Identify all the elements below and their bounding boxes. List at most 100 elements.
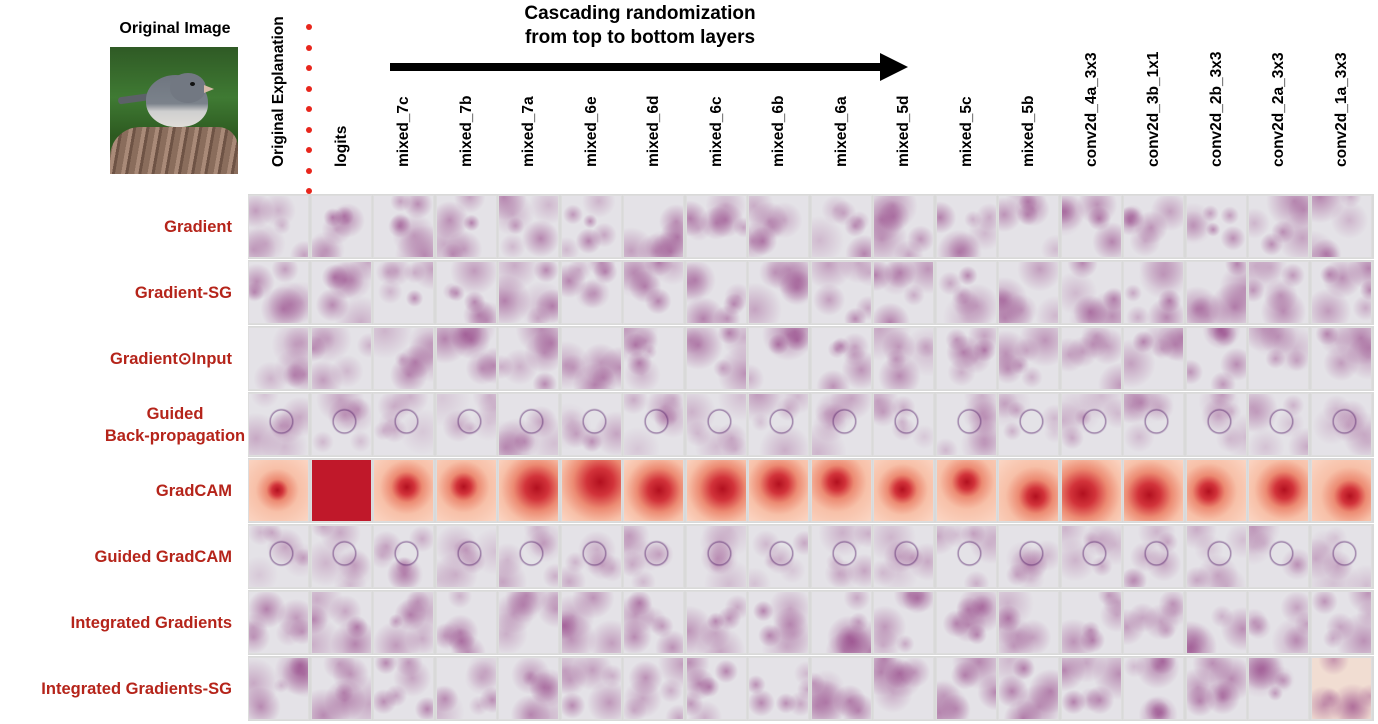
saliency-map-cell xyxy=(748,327,809,390)
saliency-map-cell xyxy=(373,393,434,456)
saliency-map-cell xyxy=(498,459,559,522)
saliency-map-cell xyxy=(1185,393,1247,456)
saliency-map-cell xyxy=(1123,459,1184,522)
saliency-map-cell xyxy=(1248,327,1309,390)
saliency-map-cell xyxy=(1060,459,1122,522)
column-header: mixed_7b xyxy=(436,0,498,185)
saliency-map-cell xyxy=(310,393,372,456)
row-label: Gradient⊙Input xyxy=(110,349,232,368)
saliency-map-cell xyxy=(1123,525,1184,588)
saliency-map-cell xyxy=(873,525,934,588)
saliency-map-cell xyxy=(1060,393,1122,456)
saliency-map-cell xyxy=(748,459,809,522)
red-dot xyxy=(306,126,312,133)
saliency-map-cell xyxy=(248,459,309,522)
arrow-title-line2: from top to bottom layers xyxy=(524,27,756,48)
saliency-map-cell xyxy=(498,657,559,720)
saliency-map-cell xyxy=(935,327,997,390)
saliency-map-cell xyxy=(1060,657,1122,720)
saliency-map-cell xyxy=(248,261,309,324)
column-header-label: Original Explanation xyxy=(270,16,287,167)
saliency-map-cell xyxy=(560,195,622,258)
red-dot xyxy=(306,167,312,174)
saliency-map-cell xyxy=(1185,195,1247,258)
saliency-map-cell xyxy=(498,591,559,654)
saliency-map-cell xyxy=(373,591,434,654)
saliency-map-cell xyxy=(373,459,434,522)
saliency-map-cell xyxy=(873,261,934,324)
saliency-map-cell xyxy=(748,195,809,258)
saliency-map-cell xyxy=(873,195,934,258)
saliency-map-cell xyxy=(685,261,747,324)
column-header-label: mixed_7b xyxy=(457,95,475,167)
saliency-map-cell xyxy=(685,393,747,456)
saliency-map-cell xyxy=(1185,459,1247,522)
saliency-map-cell xyxy=(935,657,997,720)
saliency-map-cell xyxy=(1060,261,1122,324)
row-label: Integrated Gradients xyxy=(70,613,232,632)
row-label: Gradient-SG xyxy=(134,283,232,302)
row-label: Guided Back-propagation xyxy=(90,393,260,456)
column-header: mixed_6e xyxy=(561,0,623,185)
column-header-label: mixed_7c xyxy=(395,96,412,167)
red-dot xyxy=(306,106,312,112)
saliency-map-cell xyxy=(1310,195,1372,258)
saliency-map-cell xyxy=(498,327,559,390)
column-header: mixed_5c xyxy=(936,0,998,185)
saliency-map-cell xyxy=(685,459,747,522)
saliency-map-cell xyxy=(810,195,872,258)
saliency-map-cell xyxy=(748,261,809,324)
column-header: conv2d_1a_3x3 xyxy=(1311,0,1373,185)
saliency-map-cell xyxy=(935,195,997,258)
saliency-map-cell xyxy=(685,327,747,390)
saliency-map-cell xyxy=(935,591,997,654)
saliency-map-cell xyxy=(748,525,809,588)
row-label: Gradient xyxy=(164,217,232,236)
saliency-map-cell xyxy=(560,327,622,390)
red-dot xyxy=(306,44,312,51)
saliency-map-cell xyxy=(1248,195,1309,258)
saliency-map-cell xyxy=(1185,657,1247,720)
saliency-map-cell xyxy=(748,591,809,654)
saliency-map-cell xyxy=(935,459,997,522)
saliency-map-cell xyxy=(1123,591,1184,654)
saliency-map-cell xyxy=(435,195,497,258)
saliency-map-cell xyxy=(435,261,497,324)
saliency-map-cell xyxy=(623,393,684,456)
saliency-map-cell xyxy=(1310,261,1372,324)
saliency-map-cell xyxy=(623,657,684,720)
red-dot xyxy=(306,24,312,30)
cascading-randomization-title: Cascading randomization from top to bott… xyxy=(390,2,890,50)
red-dot xyxy=(306,147,312,153)
saliency-map-cell xyxy=(560,261,622,324)
saliency-map-cell xyxy=(810,393,872,456)
saliency-map-cell xyxy=(873,591,934,654)
saliency-map-cell xyxy=(1185,327,1247,390)
column-header-label: conv2d_4a_3x3 xyxy=(1082,52,1100,167)
saliency-map-cell xyxy=(623,327,684,390)
column-header: Original Explanation xyxy=(248,0,310,185)
saliency-map-cell xyxy=(560,393,622,456)
saliency-map-cell xyxy=(998,657,1059,720)
column-header: mixed_7a xyxy=(498,0,560,185)
saliency-map-cell xyxy=(310,261,372,324)
saliency-map-cell xyxy=(1248,591,1309,654)
saliency-map-cell xyxy=(998,459,1059,522)
column-header: mixed_6d xyxy=(623,0,685,185)
column-header-label: conv2d_1a_3x3 xyxy=(1332,52,1350,167)
saliency-map-cell xyxy=(935,261,997,324)
saliency-map-cell xyxy=(435,327,497,390)
saliency-map-cell xyxy=(873,459,934,522)
saliency-map-cell xyxy=(1248,261,1309,324)
saliency-map-cell xyxy=(310,591,372,654)
saliency-map-cell xyxy=(623,525,684,588)
column-header: mixed_5b xyxy=(998,0,1060,185)
saliency-map-cell xyxy=(1310,459,1372,522)
saliency-map-cell xyxy=(998,327,1059,390)
saliency-map-cell xyxy=(248,525,309,588)
saliency-map-cell xyxy=(1310,393,1372,456)
arrow-title-line1: Cascading randomization xyxy=(524,3,756,24)
saliency-map-cell xyxy=(1185,261,1247,324)
saliency-map-cell xyxy=(435,459,497,522)
saliency-map-cell xyxy=(1248,657,1309,720)
